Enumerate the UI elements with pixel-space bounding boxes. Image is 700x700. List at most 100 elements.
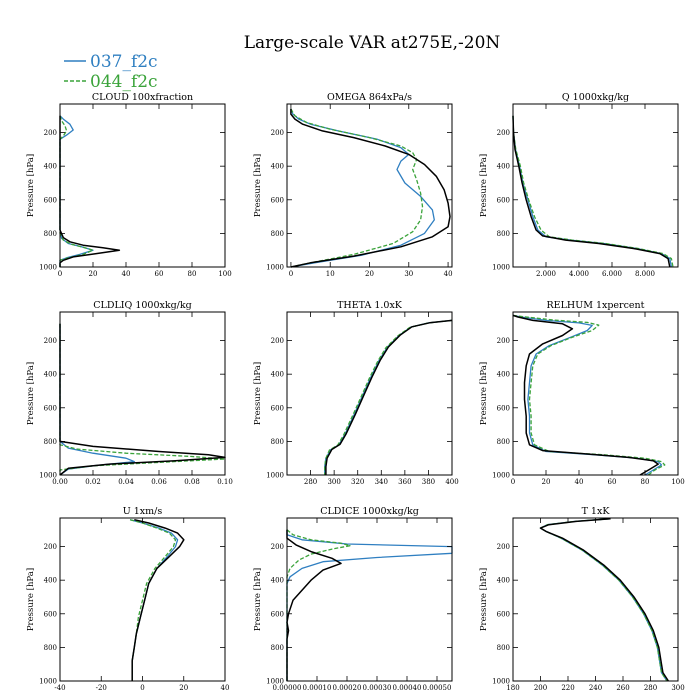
panel-7: CLDICE 1000xkg/kg Pressure [hPa] 0.00000 0.… <box>253 506 453 692</box>
y-tick-label: 1000 <box>266 472 284 480</box>
y-tick-label: 1000 <box>39 678 57 686</box>
panel-1: OMEGA 864xPa/s Pressure [hPa] 0 10 20 30 40 200… <box>253 92 453 278</box>
panel-4: THETA 1.0xK Pressure [hPa] 280 300 320 340 360… <box>253 300 459 486</box>
y-axis-label: Pressure [hPa] <box>26 154 36 217</box>
y-tick-label: 200 <box>44 129 57 137</box>
x-tick-label: 0.00040 <box>393 684 422 692</box>
x-tick-label: 0.00020 <box>333 684 362 692</box>
x-tick-label: 0.00 <box>52 478 68 486</box>
series-line-2 <box>512 314 659 476</box>
y-tick-label: 800 <box>271 230 284 238</box>
y-tick-label: 400 <box>44 371 57 379</box>
y-tick-label: 200 <box>271 337 284 345</box>
plot-frame <box>286 103 453 268</box>
legend: 037_f2c 044_f2c <box>64 52 158 92</box>
y-tick-label: 200 <box>44 337 57 345</box>
y-tick-label: 1000 <box>39 264 57 272</box>
x-tick-label: -40 <box>54 684 65 692</box>
x-tick-label: 100 <box>671 478 684 486</box>
y-tick-label: 800 <box>44 438 57 446</box>
y-tick-label: 200 <box>271 129 284 137</box>
x-tick-label: 0 <box>289 270 293 278</box>
y-tick-label: 1000 <box>492 472 510 480</box>
panel-title: CLOUD 100xfraction <box>92 92 193 103</box>
x-tick-label: 0.02 <box>85 478 101 486</box>
panel-title: CLDICE 1000xkg/kg <box>320 506 419 517</box>
x-tick-label: 0.06 <box>151 478 167 486</box>
x-tick-label: 60 <box>155 270 164 278</box>
y-axis-label: Pressure [hPa] <box>253 568 263 631</box>
y-tick-label: 1000 <box>266 678 284 686</box>
panel-8: T 1xK Pressure [hPa] 180 200 220 240 260 280 300… <box>479 506 685 692</box>
series-line-0 <box>512 115 673 268</box>
y-tick-label: 400 <box>497 163 510 171</box>
y-tick-label: 200 <box>271 543 284 551</box>
x-tick-label: 220 <box>561 684 574 692</box>
panel-2: Q 1000xkg/kg Pressure [hPa] 2.000 4.000 6.00… <box>479 92 679 278</box>
x-tick-label: 400 <box>445 478 458 486</box>
y-tick-label: 800 <box>497 230 510 238</box>
y-axis-label: Pressure [hPa] <box>479 568 489 631</box>
y-tick-label: 200 <box>44 543 57 551</box>
y-tick-label: 400 <box>497 577 510 585</box>
y-tick-label: 1000 <box>492 678 510 686</box>
x-tick-label: 10 <box>326 270 335 278</box>
x-tick-label: 0 <box>511 478 515 486</box>
x-tick-label: 240 <box>589 684 602 692</box>
series-line-2 <box>59 323 226 476</box>
series-line-2 <box>539 518 670 682</box>
series-line-1 <box>286 529 351 681</box>
x-tick-label: 40 <box>444 270 453 278</box>
x-tick-label: 2.000 <box>536 270 556 278</box>
y-tick-label: 800 <box>271 644 284 652</box>
x-tick-label: 340 <box>375 478 388 486</box>
legend-label-0: 037_f2c <box>90 52 158 72</box>
series-line-0 <box>512 314 663 476</box>
panel-title: CLDLIQ 1000xkg/kg <box>93 300 191 311</box>
x-tick-label: 20 <box>542 478 551 486</box>
x-tick-label: 0.08 <box>184 478 200 486</box>
panel-6: U 1xm/s Pressure [hPa] -40 -20 0 20 40 200 400 60… <box>26 506 229 692</box>
panel-title: U 1xm/s <box>123 506 163 517</box>
y-tick-label: 1000 <box>492 264 510 272</box>
series-line-2 <box>286 529 342 681</box>
series-line-1 <box>539 518 668 682</box>
x-tick-label: 280 <box>644 684 657 692</box>
y-tick-label: 400 <box>44 163 57 171</box>
x-tick-label: 320 <box>351 478 364 486</box>
x-tick-label: 30 <box>404 270 413 278</box>
panel-title: T 1xK <box>582 506 611 517</box>
x-tick-label: 60 <box>608 478 617 486</box>
y-tick-label: 200 <box>497 129 510 137</box>
y-tick-label: 600 <box>271 404 284 412</box>
series-line-1 <box>59 115 94 267</box>
series-line-1 <box>290 108 424 268</box>
plot-frame <box>512 311 679 476</box>
x-tick-label: 20 <box>89 270 98 278</box>
panel-title: THETA 1.0xK <box>337 300 403 311</box>
x-tick-label: 40 <box>221 684 230 692</box>
panels-group: CLOUD 100xfraction Pressure [hPa] 0 20 40 60 8… <box>26 92 685 692</box>
series-line-1 <box>512 314 666 476</box>
y-tick-label: 1000 <box>266 264 284 272</box>
y-axis-label: Pressure [hPa] <box>253 154 263 217</box>
x-tick-label: 0.10 <box>217 478 233 486</box>
x-tick-label: 0.00050 <box>423 684 452 692</box>
plot-frame <box>59 103 226 268</box>
y-tick-label: 800 <box>497 438 510 446</box>
series-line-1 <box>59 323 226 475</box>
series-line-0 <box>286 529 453 681</box>
series-line-0 <box>324 319 453 475</box>
x-tick-label: 80 <box>641 478 650 486</box>
x-tick-label: 280 <box>304 478 317 486</box>
y-tick-label: 1000 <box>39 472 57 480</box>
series-line-2 <box>131 518 185 681</box>
x-tick-label: 0 <box>58 270 62 278</box>
series-line-2 <box>512 115 671 268</box>
plot-frame <box>512 103 679 268</box>
x-tick-label: 20 <box>179 684 188 692</box>
x-tick-label: 0.00030 <box>363 684 392 692</box>
x-tick-label: 180 <box>506 684 519 692</box>
x-tick-label: 0.00000 <box>273 684 302 692</box>
x-tick-label: 20 <box>365 270 374 278</box>
